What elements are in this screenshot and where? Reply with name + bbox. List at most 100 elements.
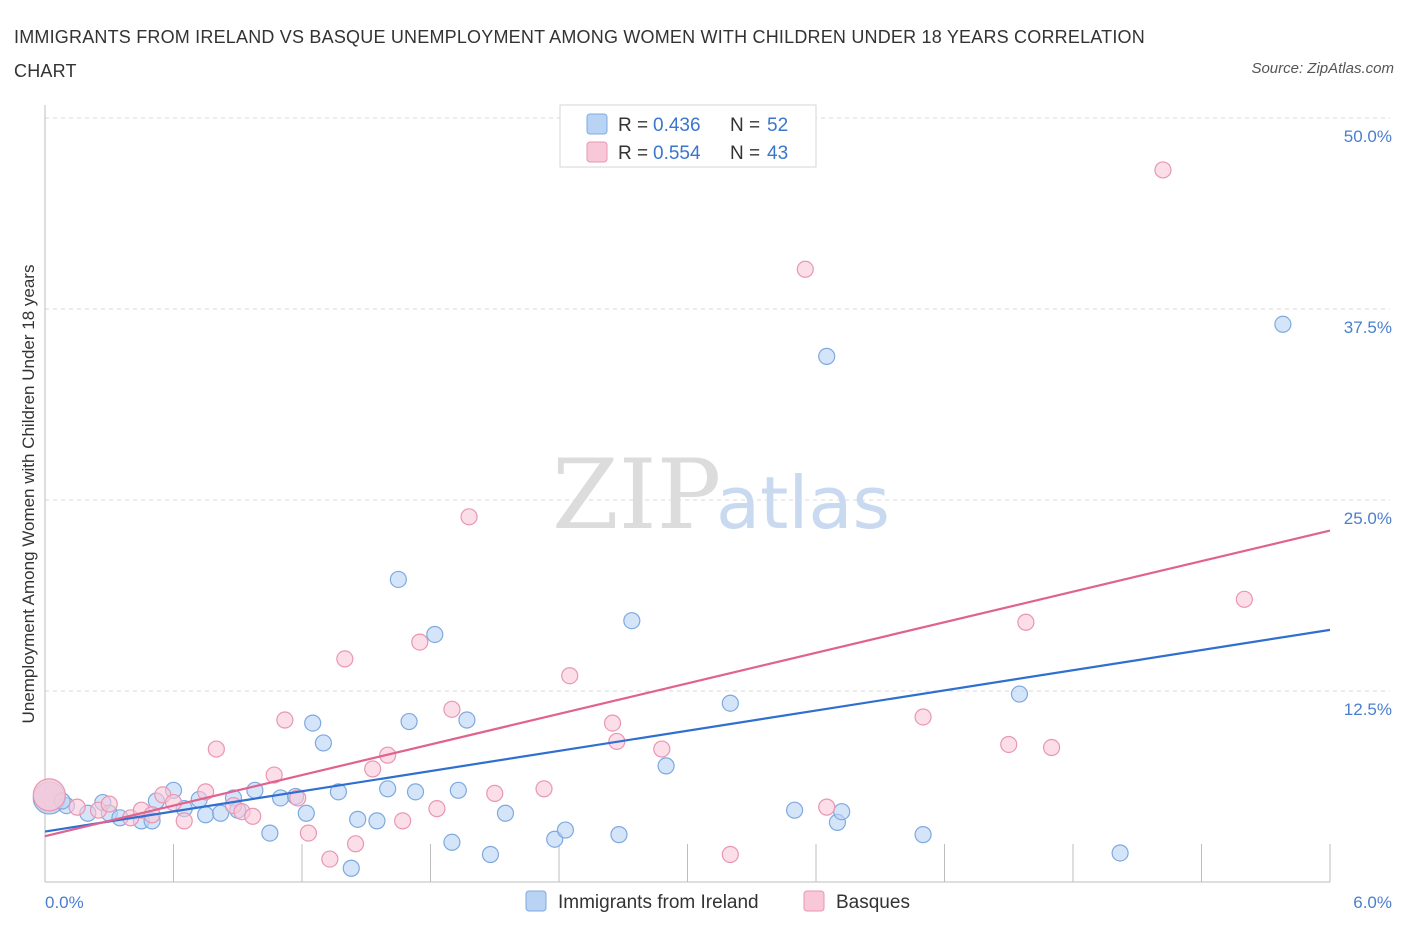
chart-title: IMMIGRANTS FROM IRELAND VS BASQUE UNEMPL… [14, 27, 1145, 81]
axes [44, 105, 1331, 883]
point-ireland-42 [721, 694, 739, 712]
point-ireland-44 [818, 347, 836, 365]
trend-lines [44, 529, 1331, 838]
legend-r-label-basques: R = [618, 143, 648, 164]
grid-lines [45, 117, 1390, 692]
point-basques-14 [244, 807, 262, 825]
point-basques-0 [32, 778, 66, 812]
watermark-atlas: atlas [716, 461, 890, 545]
point-ireland-38 [556, 821, 575, 839]
trend-line-ireland [44, 628, 1331, 833]
point-ireland-33 [449, 781, 467, 799]
legend-n-label-ireland: N = [730, 115, 760, 136]
watermark-zip: ZIP [552, 439, 721, 551]
point-basques-21 [346, 835, 365, 853]
legend-r-value-basques: 0.554 [653, 143, 701, 164]
point-ireland-24 [342, 859, 360, 877]
point-basques-18 [299, 824, 318, 842]
point-ireland-36 [496, 804, 515, 822]
watermark: ZIP atlas [552, 439, 890, 551]
point-ireland-48 [1010, 685, 1029, 703]
point-basques-20 [336, 650, 354, 668]
point-basques-42 [1154, 161, 1172, 179]
point-ireland-34 [458, 711, 476, 729]
point-ireland-47 [914, 826, 932, 844]
point-basques-38 [914, 708, 932, 726]
point-basques-22 [364, 760, 382, 778]
legend-r-label-ireland: R = [618, 115, 648, 136]
point-basques-10 [197, 783, 215, 801]
y-tick-label-0: 12.5% [1344, 700, 1392, 719]
y-tick-label-1: 25.0% [1344, 509, 1392, 528]
point-ireland-18 [271, 789, 290, 807]
point-basques-43 [1235, 590, 1253, 608]
point-ireland-26 [368, 812, 386, 830]
point-ireland-29 [400, 712, 418, 731]
point-basques-35 [721, 845, 739, 864]
point-basques-1 [68, 798, 86, 816]
legend-n-value-ireland: 52 [767, 115, 788, 136]
point-basques-41 [1042, 738, 1061, 757]
y-tick-labels: 12.5% 25.0% 37.5% 50.0% [1344, 127, 1392, 719]
point-basques-30 [535, 780, 553, 798]
legend-n-value-basques: 43 [767, 143, 788, 164]
trend-line-basques [44, 529, 1331, 838]
point-ireland-23 [329, 783, 348, 801]
legend-swatch-ireland [586, 113, 608, 135]
point-ireland-41 [657, 757, 675, 775]
point-basques-27 [443, 700, 461, 718]
point-basques-26 [428, 800, 446, 818]
y-axis-label: Unemployment Among Women with Children U… [19, 265, 38, 724]
point-basques-37 [818, 798, 836, 816]
point-ireland-31 [426, 625, 444, 644]
point-basques-31 [561, 667, 579, 685]
point-ireland-21 [304, 714, 322, 732]
legend-r-value-ireland: 0.436 [653, 115, 701, 136]
source-label: Source: ZipAtlas.com [1251, 60, 1394, 77]
point-ireland-40 [623, 612, 641, 630]
point-basques-19 [321, 850, 339, 868]
x-tick-label-1: 6.0% [1353, 893, 1392, 912]
point-ireland-39 [610, 826, 628, 844]
y-tick-label-3: 50.0% [1344, 127, 1392, 146]
bottom-legend-swatch-ireland [525, 890, 547, 912]
point-ireland-35 [481, 845, 500, 864]
point-ireland-12 [197, 806, 215, 824]
point-basques-9 [175, 812, 193, 830]
point-ireland-46 [833, 803, 851, 821]
point-ireland-28 [389, 570, 407, 589]
point-basques-36 [796, 260, 814, 278]
bottom-legend-label-ireland: Immigrants from Ireland [558, 892, 759, 913]
point-basques-15 [265, 766, 283, 784]
bottom-legend-swatch-basques [803, 890, 825, 912]
point-basques-28 [460, 508, 478, 526]
point-ireland-30 [406, 783, 425, 801]
point-ireland-22 [314, 734, 333, 752]
point-basques-25 [411, 633, 429, 651]
point-basques-32 [603, 714, 622, 732]
point-ireland-17 [261, 824, 279, 842]
point-ireland-43 [785, 801, 804, 819]
point-basques-34 [653, 740, 671, 758]
point-ireland-49 [1111, 844, 1129, 862]
point-basques-17 [289, 789, 307, 807]
point-ireland-50 [1274, 315, 1292, 333]
point-basques-11 [207, 740, 225, 758]
point-basques-16 [276, 711, 294, 729]
point-basques-3 [100, 795, 118, 813]
point-ireland-27 [379, 780, 397, 798]
point-basques-29 [486, 784, 504, 802]
point-basques-24 [394, 812, 412, 830]
point-ireland-32 [443, 833, 461, 851]
legend-n-label-basques: N = [730, 143, 760, 164]
point-basques-40 [1017, 613, 1035, 631]
y-tick-label-2: 37.5% [1344, 318, 1392, 337]
point-basques-8 [164, 793, 183, 812]
point-basques-39 [1000, 735, 1018, 754]
legend-swatch-basques [586, 141, 608, 163]
x-tick-labels: 0.0% 6.0% [45, 893, 1392, 912]
bottom-legend: Immigrants from Ireland Basques [525, 890, 910, 913]
x-tick-label-0: 0.0% [45, 893, 84, 912]
point-ireland-13 [212, 804, 230, 822]
